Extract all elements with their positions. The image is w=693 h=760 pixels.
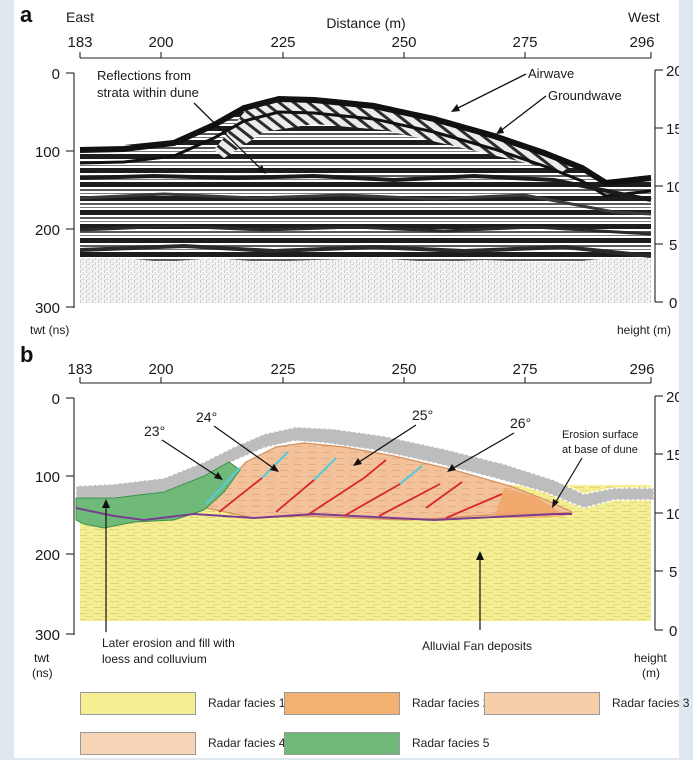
height-tick-label: 5 <box>669 237 677 254</box>
legend-label: Radar facies 5 <box>412 736 490 750</box>
erosion-surface-label-line2: at base of dune <box>562 444 638 456</box>
panel-a-annotations: Reflections from strata within dune Airw… <box>93 64 640 174</box>
legend-swatch <box>284 692 400 715</box>
x-tick-label: 225 <box>270 361 295 378</box>
panel-b-letter: b <box>20 342 33 367</box>
dip-label-24: 24° <box>196 409 217 425</box>
y-tick-label: 200 <box>35 222 60 239</box>
y-tick-label: 200 <box>35 547 60 564</box>
x-tick-label: 183 <box>67 34 92 51</box>
legend-label: Radar facies 2 <box>412 696 490 710</box>
x-tick-label: 275 <box>512 34 537 51</box>
height-label: height <box>634 651 667 665</box>
height-tick-label: 0 <box>669 295 677 312</box>
x-tick-label: 296 <box>629 361 654 378</box>
height-tick-label: 15 <box>666 447 679 464</box>
airwave-label: Airwave <box>528 66 574 81</box>
legend-label: Radar facies 1 <box>208 696 286 710</box>
y-tick-label: 0 <box>52 66 60 83</box>
x-tick-label: 225 <box>270 34 295 51</box>
panel-b-x-axis: 183 200 225 250 275 296 <box>67 361 655 384</box>
east-label: East <box>66 9 94 25</box>
dip-label-26: 26° <box>510 415 531 431</box>
gpr-figure: a East West Distance (m) 183 200 225 250… <box>14 0 689 760</box>
surface-band <box>75 426 655 509</box>
y-tick-label: 300 <box>35 300 60 317</box>
foreset-lines <box>205 451 503 519</box>
legend-row-2: Radar facies 4 Radar facies 5 <box>14 730 679 760</box>
radar-facies-2-region <box>494 488 566 518</box>
panel-b-annotations: Erosion surface at base of dune Later er… <box>98 429 638 668</box>
x-tick-label: 296 <box>629 34 654 51</box>
height-axis-label: height (m) <box>617 323 671 337</box>
erosion-surface-label-line1: Erosion surface <box>562 429 638 441</box>
interpreted-section-b <box>75 426 655 621</box>
height-tick-label: 10 <box>666 506 679 523</box>
radargram-a <box>79 62 652 308</box>
legend-swatch <box>284 732 400 755</box>
dip-angle-labels: 23° 24° 25° 26° <box>144 407 531 480</box>
dip-label-23: 23° <box>144 423 165 439</box>
panel-b-y-axis-right: 20 15 10 5 0 height (m) <box>634 389 679 680</box>
height-tick-label: 15 <box>666 121 679 138</box>
height-tick-label: 5 <box>669 564 677 581</box>
west-label: West <box>628 9 660 25</box>
groundwave-label: Groundwave <box>548 88 622 103</box>
radar-facies-5-region <box>75 461 241 529</box>
x-tick-label: 275 <box>512 361 537 378</box>
height-tick-label: 10 <box>666 179 679 196</box>
panel-a-x-axis: 183 200 225 250 275 296 <box>67 34 655 59</box>
x-tick-label: 200 <box>148 361 173 378</box>
legend-row-1: Radar facies 1 Radar facies 2 Radar faci… <box>14 690 689 720</box>
legend-label: Radar facies 3 <box>612 696 690 710</box>
legend-swatch <box>80 692 196 715</box>
radar-facies-3-4-dune <box>204 442 575 521</box>
panel-a-letter: a <box>20 2 33 27</box>
x-tick-label: 250 <box>391 361 416 378</box>
y-tick-label: 0 <box>52 391 60 408</box>
panel-a-y-axis-right: 20 15 10 5 0 height (m) <box>617 63 679 337</box>
reflections-label-line1: Reflections from <box>97 68 191 83</box>
legend-swatch <box>484 692 600 715</box>
dip-label-25: 25° <box>412 407 433 423</box>
x-tick-label: 183 <box>67 361 92 378</box>
later-erosion-label-line1: Later erosion and fill with <box>102 636 235 650</box>
x-tick-label: 250 <box>391 34 416 51</box>
y-tick-label: 100 <box>35 469 60 486</box>
legend-swatch <box>80 732 196 755</box>
twt-label: twt <box>34 651 50 665</box>
height-tick-label: 20 <box>666 389 679 406</box>
reflections-label-line2: strata within dune <box>97 85 199 100</box>
distance-axis-title: Distance (m) <box>326 15 405 31</box>
legend-label: Radar facies 4 <box>208 736 286 750</box>
y-tick-label: 100 <box>35 144 60 161</box>
y-tick-label: 300 <box>35 627 60 644</box>
x-tick-label: 200 <box>148 34 173 51</box>
height-tick-label: 0 <box>669 623 677 640</box>
ns-label: (ns) <box>32 666 53 680</box>
panel-a-y-axis-left: 0 100 200 300 twt (ns) <box>30 66 75 337</box>
twt-axis-label: twt (ns) <box>30 323 69 337</box>
later-erosion-label-line2: loess and colluvium <box>102 652 207 666</box>
m-label: (m) <box>642 666 660 680</box>
height-tick-label: 20 <box>666 63 679 80</box>
panel-b-y-axis-left: 0 100 200 300 twt (ns) <box>32 391 75 680</box>
alluvial-fan-label: Alluvial Fan deposits <box>422 639 532 653</box>
